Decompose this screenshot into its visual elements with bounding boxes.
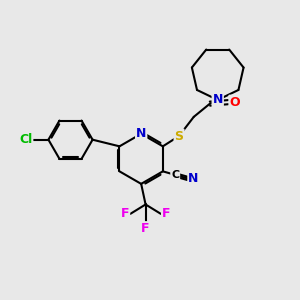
Text: O: O (230, 96, 240, 109)
Text: S: S (175, 130, 184, 142)
Text: N: N (136, 127, 146, 140)
Text: F: F (162, 207, 170, 220)
Text: N: N (212, 93, 223, 106)
Text: Cl: Cl (19, 133, 32, 146)
Text: F: F (141, 222, 150, 235)
Text: F: F (121, 207, 129, 220)
Text: N: N (188, 172, 199, 185)
Text: C: C (171, 170, 179, 180)
